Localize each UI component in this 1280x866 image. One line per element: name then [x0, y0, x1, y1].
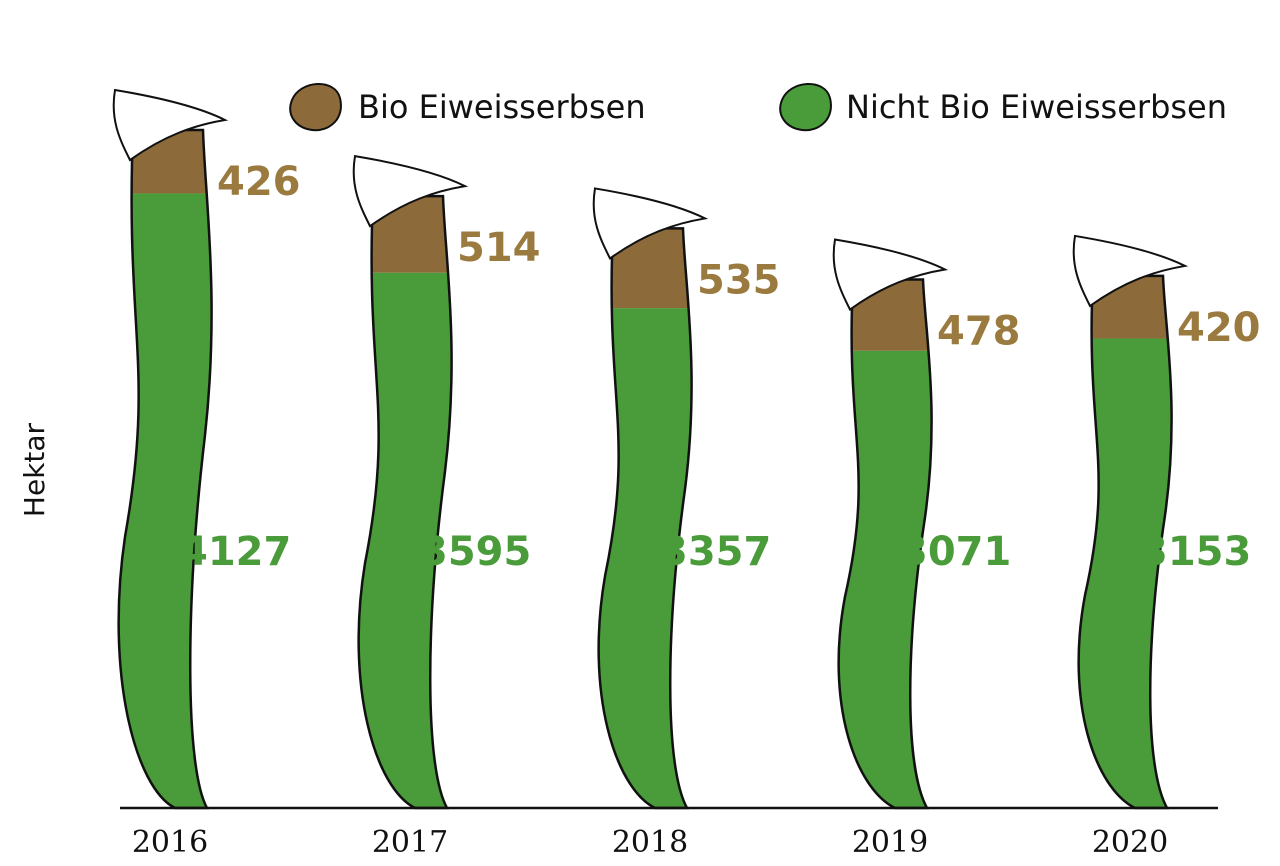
label-nicht-bio-2020: 3153 [1140, 529, 1251, 575]
y-axis-label: Hektar [18, 422, 51, 517]
x-tick-2020: 2020 [1092, 825, 1168, 860]
label-bio-2017: 514 [457, 225, 541, 271]
pod-2016 [112, 88, 229, 810]
legend-swatch-bio [289, 83, 342, 132]
legend: Bio Eiweisserbsen Nicht Bio Eiweisserbse… [289, 83, 1227, 132]
label-nicht-bio-2019: 3071 [900, 529, 1011, 575]
label-bio-2018: 535 [697, 257, 781, 303]
x-tick-2018: 2018 [612, 825, 688, 860]
x-tick-2017: 2017 [372, 825, 448, 860]
x-tick-2016: 2016 [132, 825, 208, 860]
x-tick-2019: 2019 [852, 825, 928, 860]
label-bio-2016: 426 [217, 159, 301, 205]
legend-label-bio: Bio Eiweisserbsen [358, 88, 646, 126]
legend-label-nicht-bio: Nicht Bio Eiweisserbsen [846, 88, 1227, 126]
pod-stem-icon [832, 238, 949, 312]
label-nicht-bio-2016: 4127 [180, 529, 291, 575]
pod-stem-icon [352, 154, 469, 228]
bar-nicht-bio-2016 [118, 193, 212, 808]
label-bio-2019: 478 [937, 309, 1021, 355]
label-nicht-bio-2017: 3595 [420, 529, 531, 575]
bar-nicht-bio-2019 [838, 350, 932, 808]
label-nicht-bio-2018: 3357 [660, 529, 771, 575]
pod-stem-icon [592, 187, 709, 260]
pod-stem-icon [1072, 234, 1189, 308]
legend-swatch-nicht-bio [779, 83, 832, 132]
pod-stem-icon [112, 88, 229, 162]
label-bio-2020: 420 [1177, 305, 1261, 351]
